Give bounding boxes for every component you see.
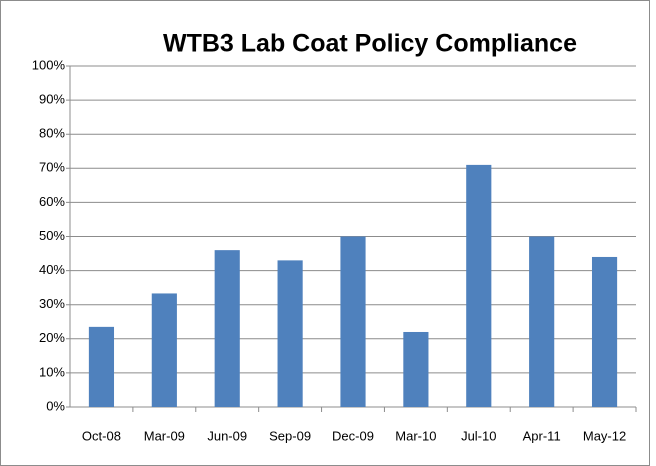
y-tick-label: 20% bbox=[39, 330, 65, 345]
x-tick-label: Jul-10 bbox=[461, 428, 496, 443]
bar bbox=[88, 326, 115, 407]
x-tick-label: Dec-09 bbox=[332, 428, 374, 443]
x-tick-label: Apr-11 bbox=[523, 428, 561, 443]
bar bbox=[340, 236, 366, 407]
x-tick-label: Jun-09 bbox=[207, 428, 247, 443]
x-tick-label: Mar-09 bbox=[144, 428, 185, 443]
y-tick-label: 100% bbox=[32, 57, 66, 72]
x-tick-label: May-12 bbox=[583, 428, 626, 443]
y-tick-label: 0% bbox=[46, 398, 65, 413]
bar bbox=[466, 164, 492, 407]
y-tick-label: 60% bbox=[39, 194, 65, 209]
bar bbox=[529, 236, 555, 407]
x-tick-label: Sep-09 bbox=[269, 428, 311, 443]
x-tick-label: Oct-08 bbox=[82, 428, 121, 443]
bar bbox=[214, 250, 240, 407]
y-tick-label: 10% bbox=[39, 364, 65, 379]
y-tick-label: 70% bbox=[39, 160, 65, 175]
bar bbox=[151, 293, 177, 407]
bar bbox=[277, 260, 303, 407]
y-tick-label: 50% bbox=[39, 228, 65, 243]
chart-title: WTB3 Lab Coat Policy Compliance bbox=[163, 30, 577, 58]
x-tick-label: Mar-10 bbox=[395, 428, 436, 443]
y-tick-label: 30% bbox=[39, 296, 65, 311]
y-tick-label: 90% bbox=[39, 92, 65, 107]
y-tick-label: 40% bbox=[39, 262, 65, 277]
bar bbox=[403, 331, 429, 407]
bar bbox=[591, 256, 618, 407]
y-tick-label: 80% bbox=[39, 126, 65, 141]
